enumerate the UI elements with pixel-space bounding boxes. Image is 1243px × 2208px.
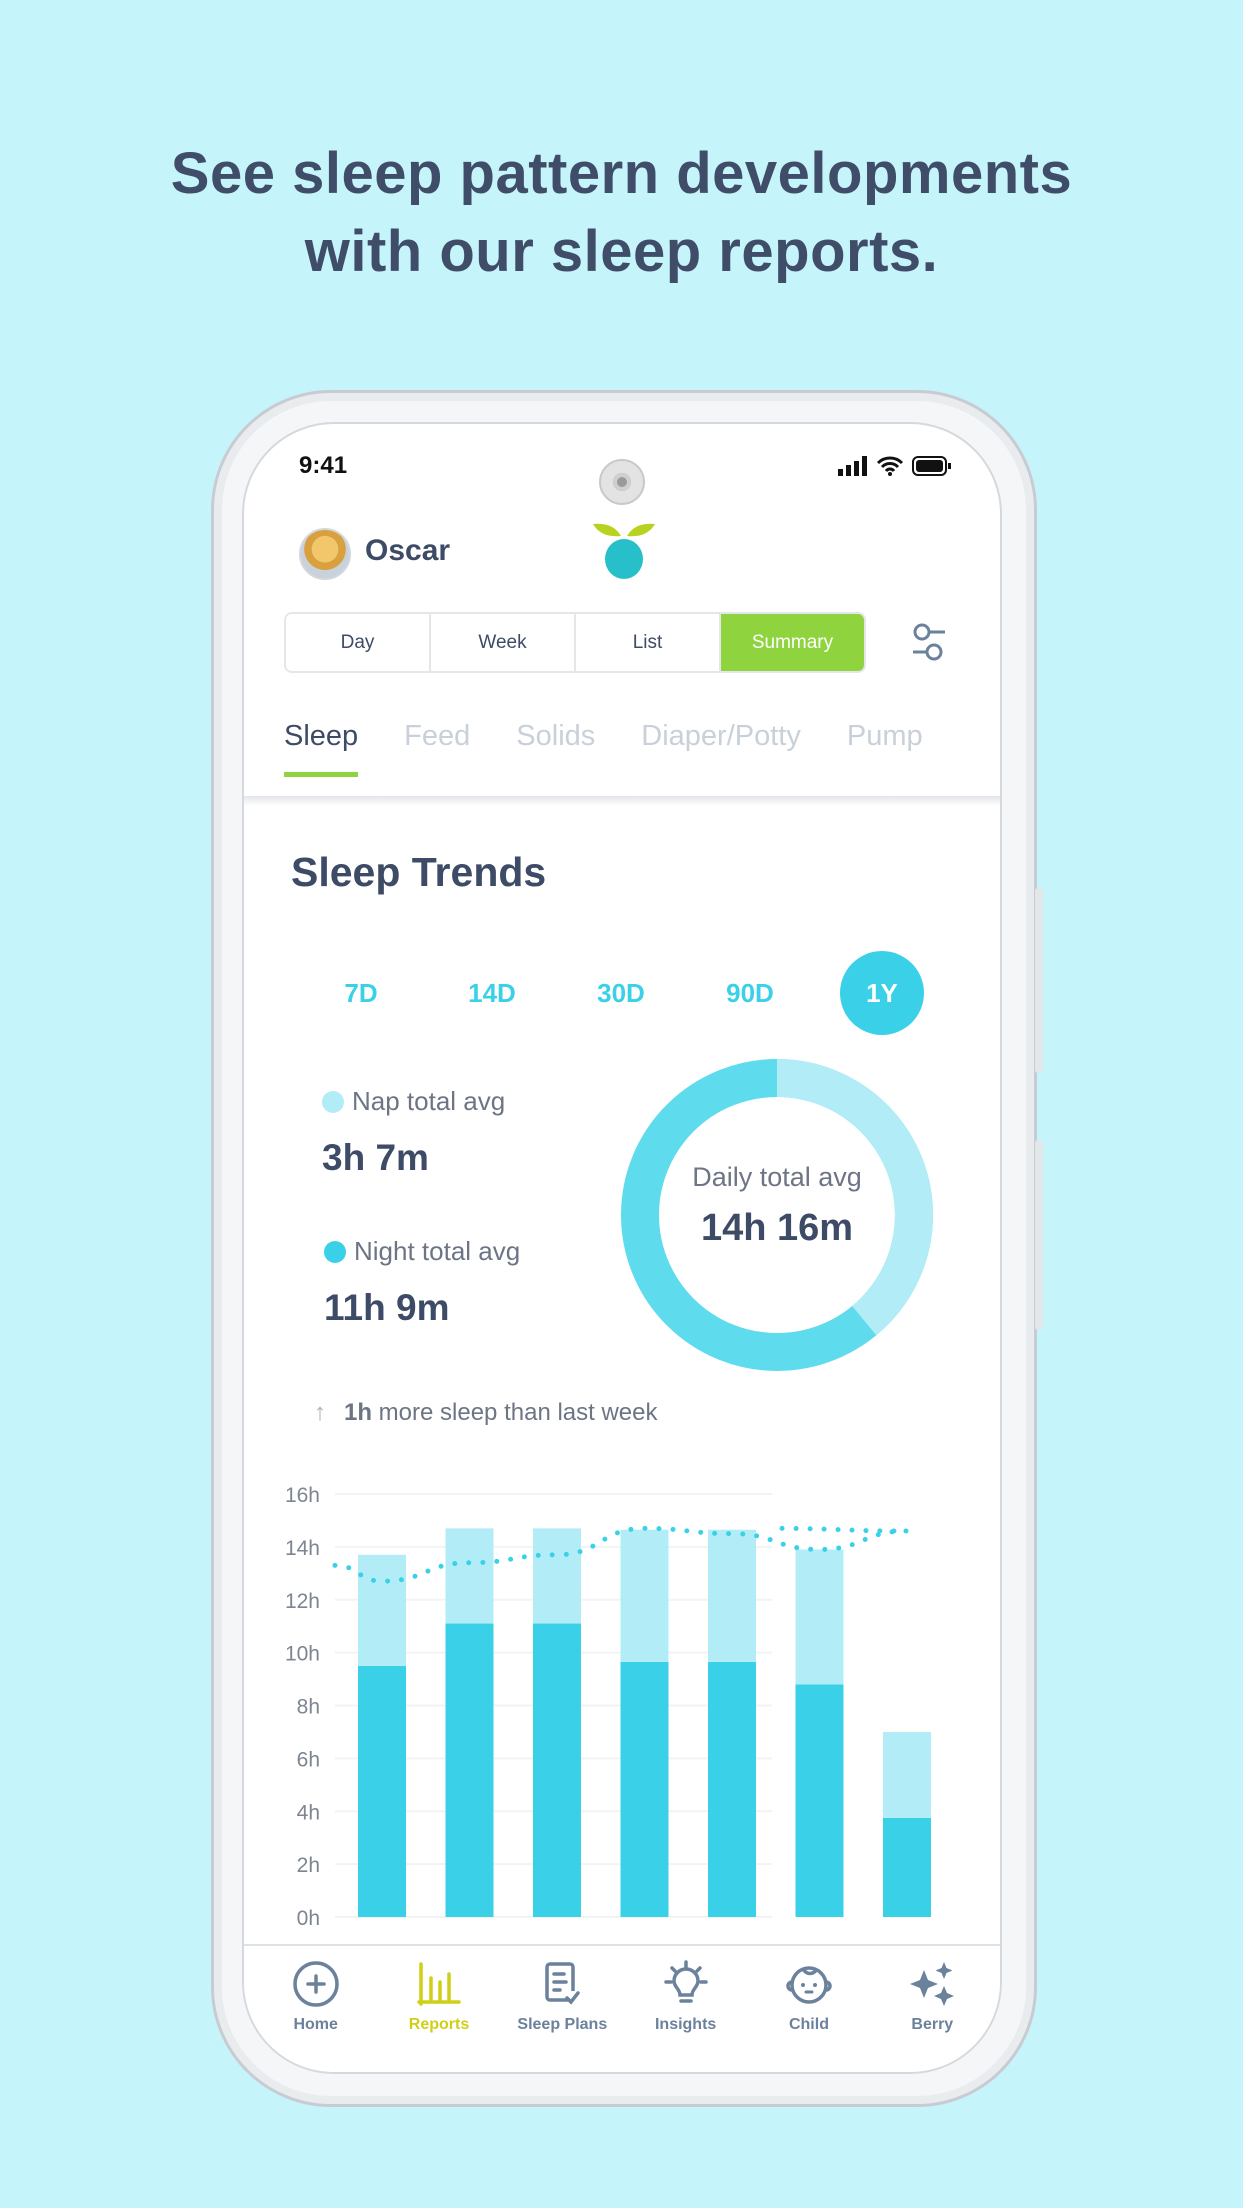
daily-total-value: 14h 16m [700, 1207, 854, 1249]
night-legend: Night total avg [324, 1236, 520, 1267]
sleep-trends-title: Sleep Trends [291, 849, 547, 895]
child-avatar[interactable] [299, 528, 351, 580]
headline: See sleep pattern developments with our … [0, 135, 1243, 291]
headline-line-2: with our sleep reports. [304, 219, 939, 284]
lightbulb-icon [663, 1960, 708, 2003]
range-30d[interactable]: 30D [597, 978, 645, 1008]
nav-insights[interactable]: Insights [624, 1946, 747, 2072]
phone-side-button [1035, 1140, 1043, 1330]
nav-label: Home [293, 2016, 338, 2033]
child-name[interactable]: Oscar [365, 534, 451, 567]
tab-diaper-potty[interactable]: Diaper/Potty [641, 720, 801, 752]
status-time: 9:41 [299, 452, 348, 479]
sparkles-icon [910, 1962, 955, 2006]
nap-value: 3h 7m [322, 1137, 429, 1178]
night-dot [324, 1240, 346, 1263]
comparison-text: ↑ 1h more sleep than last week [314, 1399, 658, 1427]
nav-label: Insights [654, 2016, 717, 2033]
wifi-icon [876, 456, 904, 476]
sleep-bar-chart: 0h 2h 4h 6h 8h 10h 12h 14h 16h [285, 1484, 931, 1930]
y-tick-label: 4h [297, 1801, 320, 1824]
nav-reports[interactable]: Reports [377, 1946, 500, 2072]
night-value: 11h 9m [324, 1287, 450, 1328]
range-14d[interactable]: 14D [468, 978, 516, 1008]
night-label: Night total avg [354, 1236, 521, 1266]
bottom-nav: Home Reports Sleep Plans Insights Child … [244, 1944, 1000, 2072]
bar-nap [708, 1529, 756, 1662]
bar-nap [533, 1528, 581, 1624]
daily-total-label: Daily total avg [692, 1162, 862, 1192]
y-tick-label: 2h [297, 1854, 320, 1877]
filter-sliders-icon[interactable] [909, 620, 949, 664]
bar-nap [358, 1554, 406, 1666]
bar-night [708, 1661, 756, 1917]
nav-label: Reports [408, 2016, 470, 2033]
nav-label: Berry [911, 2016, 954, 2033]
bar-night [358, 1665, 406, 1917]
nap-label: Nap total avg [352, 1086, 506, 1116]
bar-nap [883, 1731, 931, 1818]
checklist-icon [545, 1962, 581, 2005]
bar-night [620, 1661, 669, 1917]
phone-screen: 9:41 Oscar Day Week List Summary Sleep F… [242, 422, 1002, 2074]
y-tick-label: 14h [285, 1537, 320, 1560]
nap-dot [322, 1090, 344, 1113]
daily-total-donut [621, 1059, 933, 1371]
signal-icon [838, 456, 867, 476]
bar-nap [795, 1549, 844, 1685]
trend-line [332, 1525, 908, 1584]
nav-label: Child [788, 2016, 829, 2033]
tab-summary[interactable]: Summary [721, 614, 864, 671]
bar-night [533, 1623, 581, 1917]
bar-night [445, 1623, 494, 1917]
tab-sleep[interactable]: Sleep [284, 720, 359, 777]
headline-line-1: See sleep pattern developments [170, 141, 1073, 206]
nav-home[interactable]: Home [254, 1946, 377, 2072]
donut-nap-arc [621, 1059, 933, 1371]
y-tick-label: 10h [285, 1643, 320, 1666]
home-plus-icon [292, 1961, 339, 2007]
y-tick-label: 12h [285, 1590, 320, 1613]
bar-nap [620, 1529, 669, 1662]
phone-side-button [1035, 888, 1043, 1073]
tab-pump[interactable]: Pump [846, 720, 923, 752]
y-tick-label: 8h [297, 1696, 320, 1719]
range-90d[interactable]: 90D [726, 978, 774, 1008]
view-segmented-control: Day Week List Summary [284, 612, 866, 673]
tab-day[interactable]: Day [286, 614, 431, 671]
y-tick-label: 0h [297, 1907, 320, 1930]
nav-berry[interactable]: Berry [871, 1946, 994, 2072]
tab-feed[interactable]: Feed [404, 720, 471, 752]
baby-face-icon [786, 1966, 832, 2004]
camera-icon [599, 459, 645, 505]
bar-nap [445, 1528, 494, 1624]
nav-child[interactable]: Child [747, 1946, 870, 2072]
tab-week[interactable]: Week [431, 614, 576, 671]
battery-icon [912, 456, 951, 476]
y-tick-label: 6h [297, 1748, 320, 1771]
range-7d[interactable]: 7D [344, 978, 378, 1008]
comparison-label: more sleep than last week [372, 1399, 658, 1426]
nap-legend: Nap total avg [322, 1086, 505, 1117]
app-logo [593, 523, 655, 579]
range-1y[interactable]: 1Y [840, 951, 924, 1035]
status-icons [838, 456, 952, 476]
header-divider [244, 796, 1000, 806]
arrow-up-icon: ↑ [314, 1399, 326, 1426]
nav-sleep-plans[interactable]: Sleep Plans [501, 1946, 624, 2072]
comparison-amount: 1h [344, 1399, 373, 1426]
bar-night [795, 1684, 844, 1917]
tab-list[interactable]: List [576, 614, 721, 671]
nav-label: Sleep Plans [517, 2016, 608, 2033]
tab-solids[interactable]: Solids [516, 720, 596, 752]
y-tick-label: 16h [285, 1484, 320, 1507]
bar-chart-icon [417, 1962, 461, 2006]
bar-night [883, 1817, 931, 1917]
category-tabs: Sleep Feed Solids Diaper/Potty Pump [284, 720, 969, 777]
